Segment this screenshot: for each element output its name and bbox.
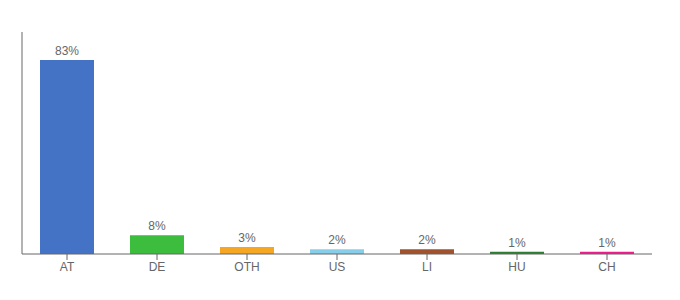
svg-text:2%: 2% (418, 233, 436, 247)
svg-text:OTH: OTH (234, 260, 259, 274)
svg-text:3%: 3% (238, 231, 256, 245)
svg-text:CH: CH (598, 260, 615, 274)
svg-text:US: US (329, 260, 346, 274)
svg-text:8%: 8% (148, 219, 166, 233)
svg-text:HU: HU (508, 260, 525, 274)
svg-text:LI: LI (422, 260, 432, 274)
svg-text:1%: 1% (508, 236, 526, 250)
svg-text:83%: 83% (55, 44, 79, 58)
svg-text:2%: 2% (328, 233, 346, 247)
svg-text:AT: AT (60, 260, 75, 274)
svg-text:DE: DE (149, 260, 166, 274)
svg-text:1%: 1% (598, 236, 616, 250)
